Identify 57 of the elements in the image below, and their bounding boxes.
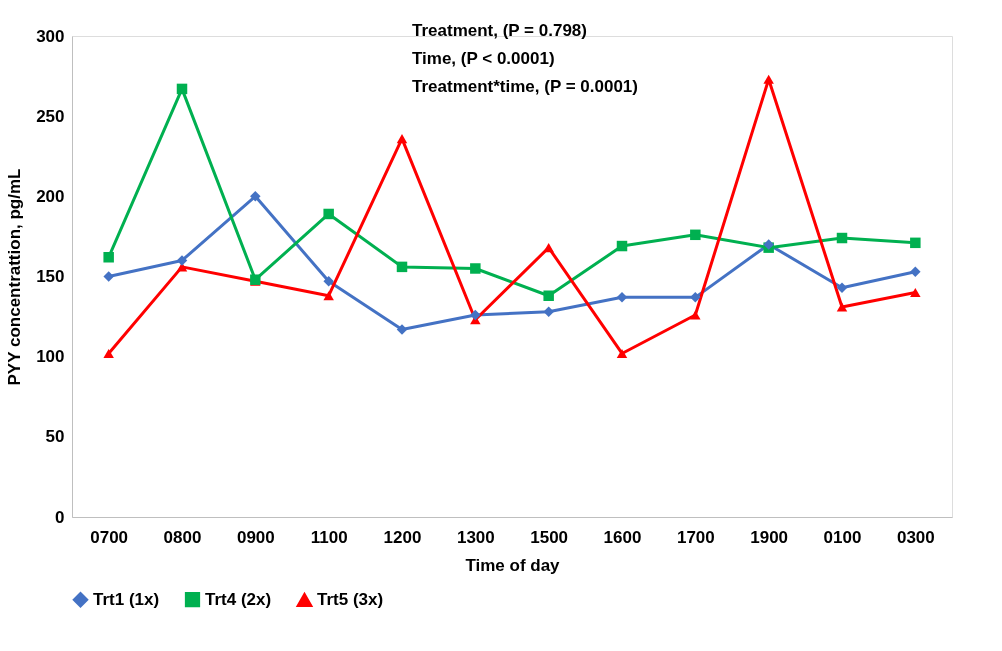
point: [836, 302, 848, 312]
point: [470, 263, 481, 274]
x-tick-label: 1600: [603, 527, 642, 547]
point: [836, 232, 848, 244]
point: [103, 252, 114, 263]
y-tick-label: 50: [45, 427, 65, 447]
x-tick-label: 1500: [530, 527, 569, 547]
point: [250, 191, 261, 202]
point: [323, 208, 334, 220]
x-tick-label: 0700: [90, 527, 129, 547]
x-tick-label: 1300: [456, 527, 495, 547]
point: [763, 74, 774, 84]
point: [543, 290, 554, 301]
point: [690, 310, 701, 320]
x-axis-title: Time of day: [465, 555, 561, 575]
point: [323, 291, 334, 301]
x-tick-label: 0900: [236, 527, 275, 547]
annotation: Treatment, (P = 0.798): [412, 21, 587, 40]
point: [616, 240, 628, 252]
y-tick-label: 200: [36, 186, 65, 206]
point: [616, 348, 628, 358]
y-tick-label: 150: [36, 267, 65, 286]
annotation: Treatment*time, (P = 0.0001): [412, 77, 638, 96]
annotation: Time, (P < 0.0001): [412, 49, 555, 68]
point: [543, 306, 554, 318]
legend-label: Trt1 (1x): [93, 589, 160, 609]
point: [910, 237, 921, 249]
point: [396, 324, 408, 335]
x-tick-label: 0300: [896, 527, 935, 547]
point: [690, 292, 701, 303]
point: [616, 292, 628, 303]
x-tick-label: 0800: [163, 527, 202, 547]
point: [323, 276, 334, 287]
y-axis-title: PYY concentrattion, pg/mL: [5, 168, 25, 386]
point: [690, 229, 701, 241]
point: [396, 134, 408, 144]
x-tick-label: 1100: [310, 527, 348, 547]
point: [543, 243, 554, 253]
y-tick-label: 100: [36, 347, 65, 367]
x-tick-label: 0100: [823, 527, 862, 547]
y-tick-label: 250: [36, 106, 65, 126]
y-tick-label: 300: [36, 26, 65, 46]
point: [103, 271, 114, 282]
point: [396, 261, 408, 273]
x-tick-label: 1900: [750, 527, 789, 547]
point: [836, 282, 848, 293]
legend-label: Trt4 (2x): [205, 589, 272, 609]
x-tick-label: 1700: [676, 527, 715, 547]
legend-label: Trt5 (3x): [317, 590, 384, 610]
point: [910, 266, 921, 277]
point: [470, 309, 481, 321]
point: [176, 255, 188, 266]
point: [103, 348, 114, 358]
x-tick-label: 1200: [383, 527, 422, 547]
point: [910, 287, 921, 298]
point: [176, 83, 188, 95]
y-tick-label: 0: [55, 507, 65, 527]
